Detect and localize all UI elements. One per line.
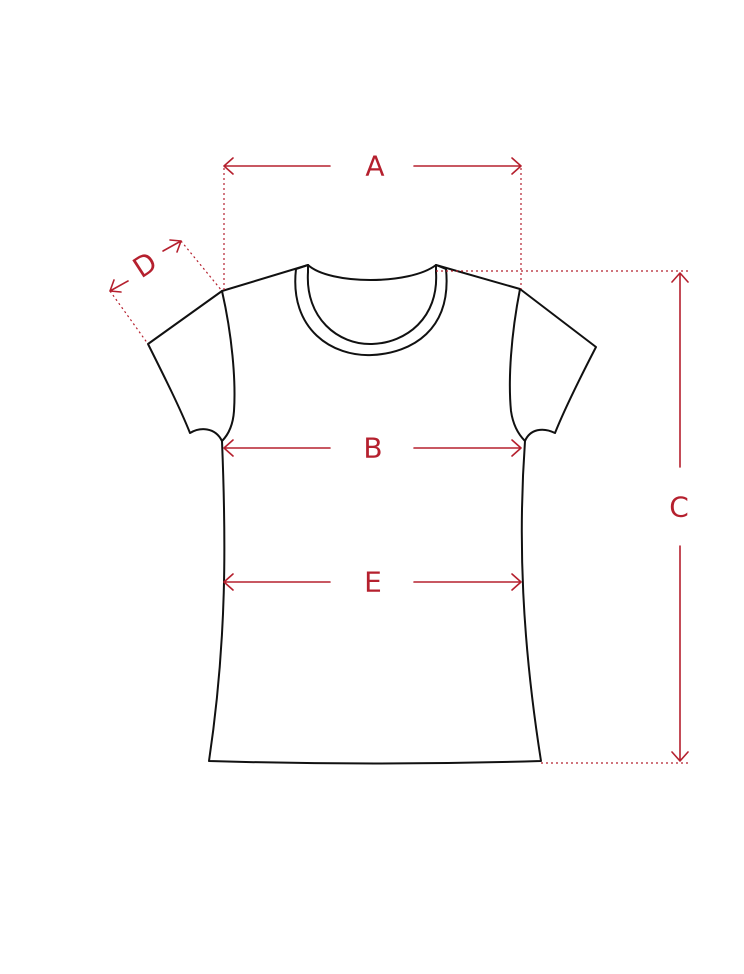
tshirt-body-outline (147, 264, 597, 765)
measure-c: C (436, 270, 689, 764)
back-neckline (307, 264, 437, 281)
measure-b: B (223, 432, 522, 465)
measure-c-arrow-top (671, 272, 689, 468)
measure-d-label: D (127, 245, 163, 284)
measure-d-guide-top (180, 240, 223, 292)
measure-a-label: A (365, 150, 384, 183)
collar-tip-left (295, 264, 309, 273)
measure-c-arrow-bottom (671, 545, 689, 762)
collar-tip-right (435, 264, 447, 273)
measure-e-label: E (364, 566, 382, 599)
measure-b-label: B (363, 432, 382, 465)
measure-d-arrow-upper (162, 239, 182, 253)
collar-outer (294, 268, 448, 357)
measure-d: D (109, 239, 223, 345)
measure-d-arrow-lower (109, 279, 129, 293)
measure-a-arrow-right (413, 157, 522, 175)
tshirt-outline (147, 264, 597, 765)
measure-a-arrow-left (223, 157, 331, 175)
right-armhole-seam (508, 288, 526, 442)
collar-inner (306, 271, 438, 346)
measure-e: E (223, 566, 522, 599)
measure-b-arrow-left (223, 439, 331, 457)
measure-e-arrow-left (223, 573, 331, 591)
left-armhole-seam (221, 290, 236, 442)
measure-c-label: C (669, 491, 689, 524)
measure-e-arrow-right (413, 573, 522, 591)
measure-b-arrow-right (413, 439, 522, 457)
measure-a: A (223, 150, 522, 291)
measure-d-guide-bottom (109, 290, 149, 345)
